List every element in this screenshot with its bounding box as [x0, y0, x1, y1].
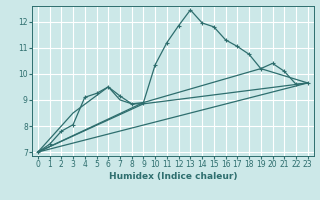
X-axis label: Humidex (Indice chaleur): Humidex (Indice chaleur) [108, 172, 237, 181]
